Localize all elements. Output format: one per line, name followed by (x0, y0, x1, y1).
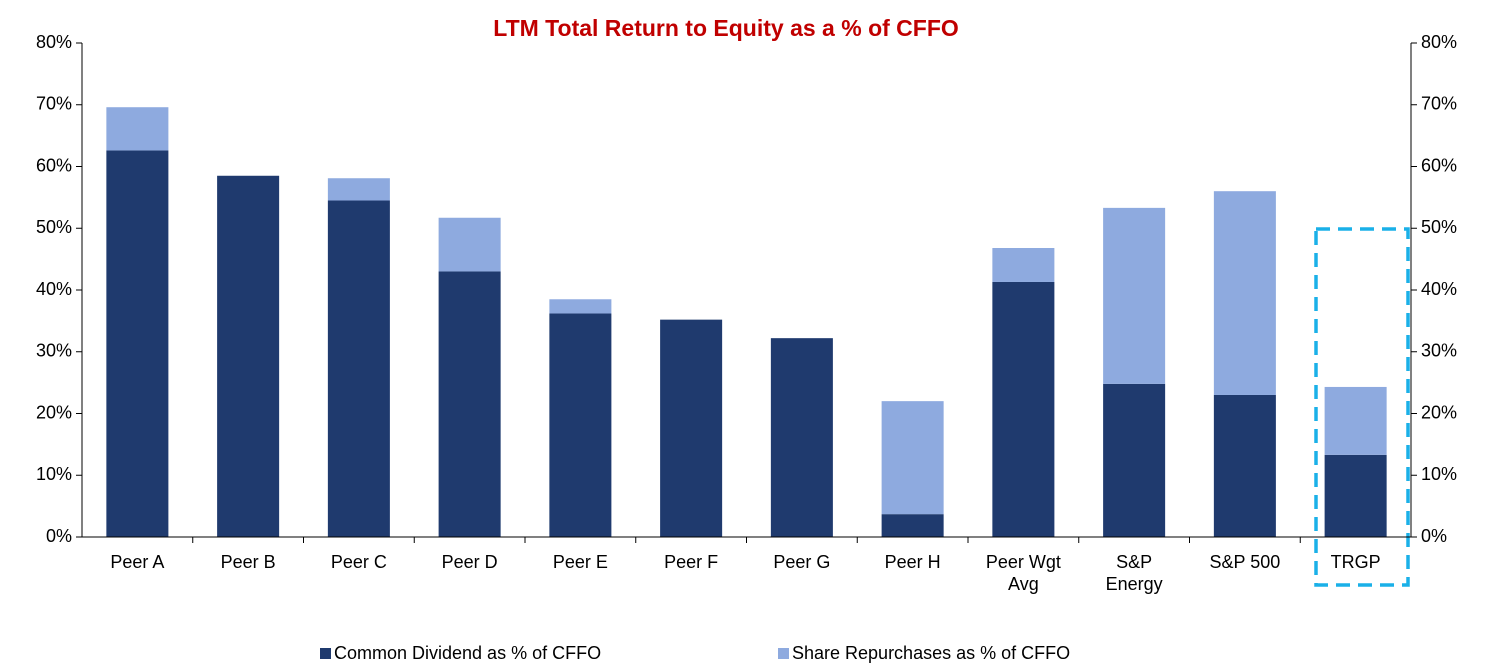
y-tick-label: 50% (36, 217, 72, 237)
bar-segment (549, 313, 612, 537)
x-tick-label: TRGP (1330, 552, 1381, 572)
y2-tick-label: 60% (1421, 155, 1457, 175)
y2-tick-label: 30% (1421, 341, 1457, 361)
bar-segment (327, 178, 390, 201)
bar-segment (106, 107, 169, 151)
x-tick-label: Peer G (773, 552, 831, 572)
y-tick-label: 10% (36, 464, 72, 484)
y2-tick-label: 50% (1421, 217, 1457, 237)
x-tick-label: Peer D (441, 552, 498, 572)
x-tick-label: S&P 500 (1209, 552, 1281, 572)
x-tick-label: Peer Wgt Avg (985, 552, 1061, 594)
x-tick-label: Peer E (552, 552, 608, 572)
bar-segment (1103, 383, 1166, 537)
y-tick-label: 20% (36, 402, 72, 422)
legend-label: Share Repurchases as % of CFFO (792, 643, 1070, 663)
bar-segment (1213, 191, 1276, 395)
chart-title: LTM Total Return to Equity as a % of CFF… (493, 15, 959, 41)
bar-segment (881, 514, 944, 537)
bar-segment (438, 217, 501, 272)
x-tick-label: Peer B (220, 552, 276, 572)
bar-segment (992, 248, 1055, 282)
bar-segment (992, 281, 1055, 537)
y2-tick-label: 20% (1421, 402, 1457, 422)
legend-swatch (320, 648, 331, 659)
bar-segment (217, 175, 280, 537)
x-tick-label: Peer H (884, 552, 941, 572)
y-tick-label: 70% (36, 94, 72, 114)
y2-tick-label: 70% (1421, 94, 1457, 114)
bar-segment (327, 200, 390, 537)
bar-segment (438, 271, 501, 537)
bar-segment (1103, 207, 1166, 384)
y2-tick-label: 80% (1421, 32, 1457, 52)
bar-segment (660, 319, 723, 537)
legend-label: Common Dividend as % of CFFO (334, 643, 601, 663)
x-tick-label: Peer C (330, 552, 387, 572)
bar-segment (106, 150, 169, 537)
x-tick-label: S&P Energy (1105, 552, 1163, 594)
y2-tick-label: 10% (1421, 464, 1457, 484)
bar-segment (1324, 386, 1387, 455)
bar-segment (549, 299, 612, 314)
x-tick-label: Peer A (110, 552, 165, 572)
y2-tick-label: 40% (1421, 279, 1457, 299)
bar-segment (1324, 454, 1387, 537)
legend-swatch (778, 648, 789, 659)
y2-tick-label: 0% (1421, 526, 1447, 546)
y-tick-label: 0% (46, 526, 72, 546)
y-tick-label: 60% (36, 155, 72, 175)
y-tick-label: 40% (36, 279, 72, 299)
y-tick-label: 30% (36, 341, 72, 361)
y-tick-label: 80% (36, 32, 72, 52)
highlight-box (1314, 227, 1410, 587)
bar-segment (1213, 394, 1276, 537)
x-tick-label: Peer F (664, 552, 719, 572)
bar-segment (770, 338, 833, 537)
bar-segment (881, 401, 944, 515)
